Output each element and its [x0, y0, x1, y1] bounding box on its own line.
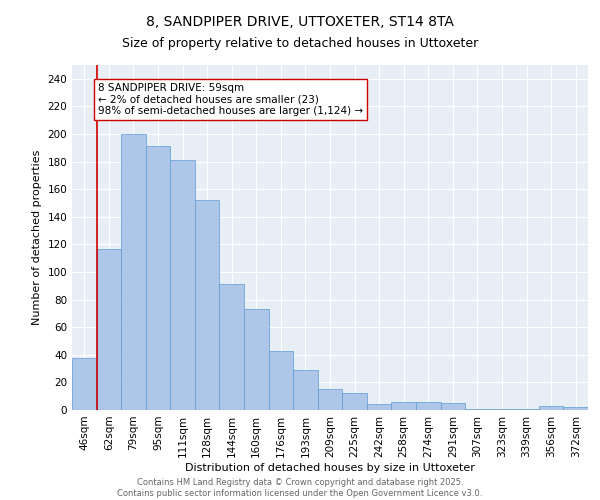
Bar — [539, 406, 563, 410]
Bar — [416, 402, 440, 410]
Bar — [146, 146, 170, 410]
Bar — [465, 408, 490, 410]
Bar — [293, 370, 318, 410]
Bar — [440, 403, 465, 410]
X-axis label: Distribution of detached houses by size in Uttoxeter: Distribution of detached houses by size … — [185, 462, 475, 472]
Bar — [269, 350, 293, 410]
Text: Size of property relative to detached houses in Uttoxeter: Size of property relative to detached ho… — [122, 38, 478, 51]
Bar — [170, 160, 195, 410]
Bar — [121, 134, 146, 410]
Bar — [342, 394, 367, 410]
Y-axis label: Number of detached properties: Number of detached properties — [32, 150, 42, 325]
Bar — [220, 284, 244, 410]
Bar — [244, 310, 269, 410]
Bar — [563, 407, 588, 410]
Bar — [72, 358, 97, 410]
Bar — [97, 248, 121, 410]
Text: 8, SANDPIPER DRIVE, UTTOXETER, ST14 8TA: 8, SANDPIPER DRIVE, UTTOXETER, ST14 8TA — [146, 15, 454, 29]
Bar — [514, 408, 539, 410]
Text: 8 SANDPIPER DRIVE: 59sqm
← 2% of detached houses are smaller (23)
98% of semi-de: 8 SANDPIPER DRIVE: 59sqm ← 2% of detache… — [98, 83, 363, 116]
Bar — [367, 404, 391, 410]
Bar — [195, 200, 220, 410]
Text: Contains HM Land Registry data © Crown copyright and database right 2025.
Contai: Contains HM Land Registry data © Crown c… — [118, 478, 482, 498]
Bar — [318, 390, 342, 410]
Bar — [391, 402, 416, 410]
Bar — [490, 408, 514, 410]
